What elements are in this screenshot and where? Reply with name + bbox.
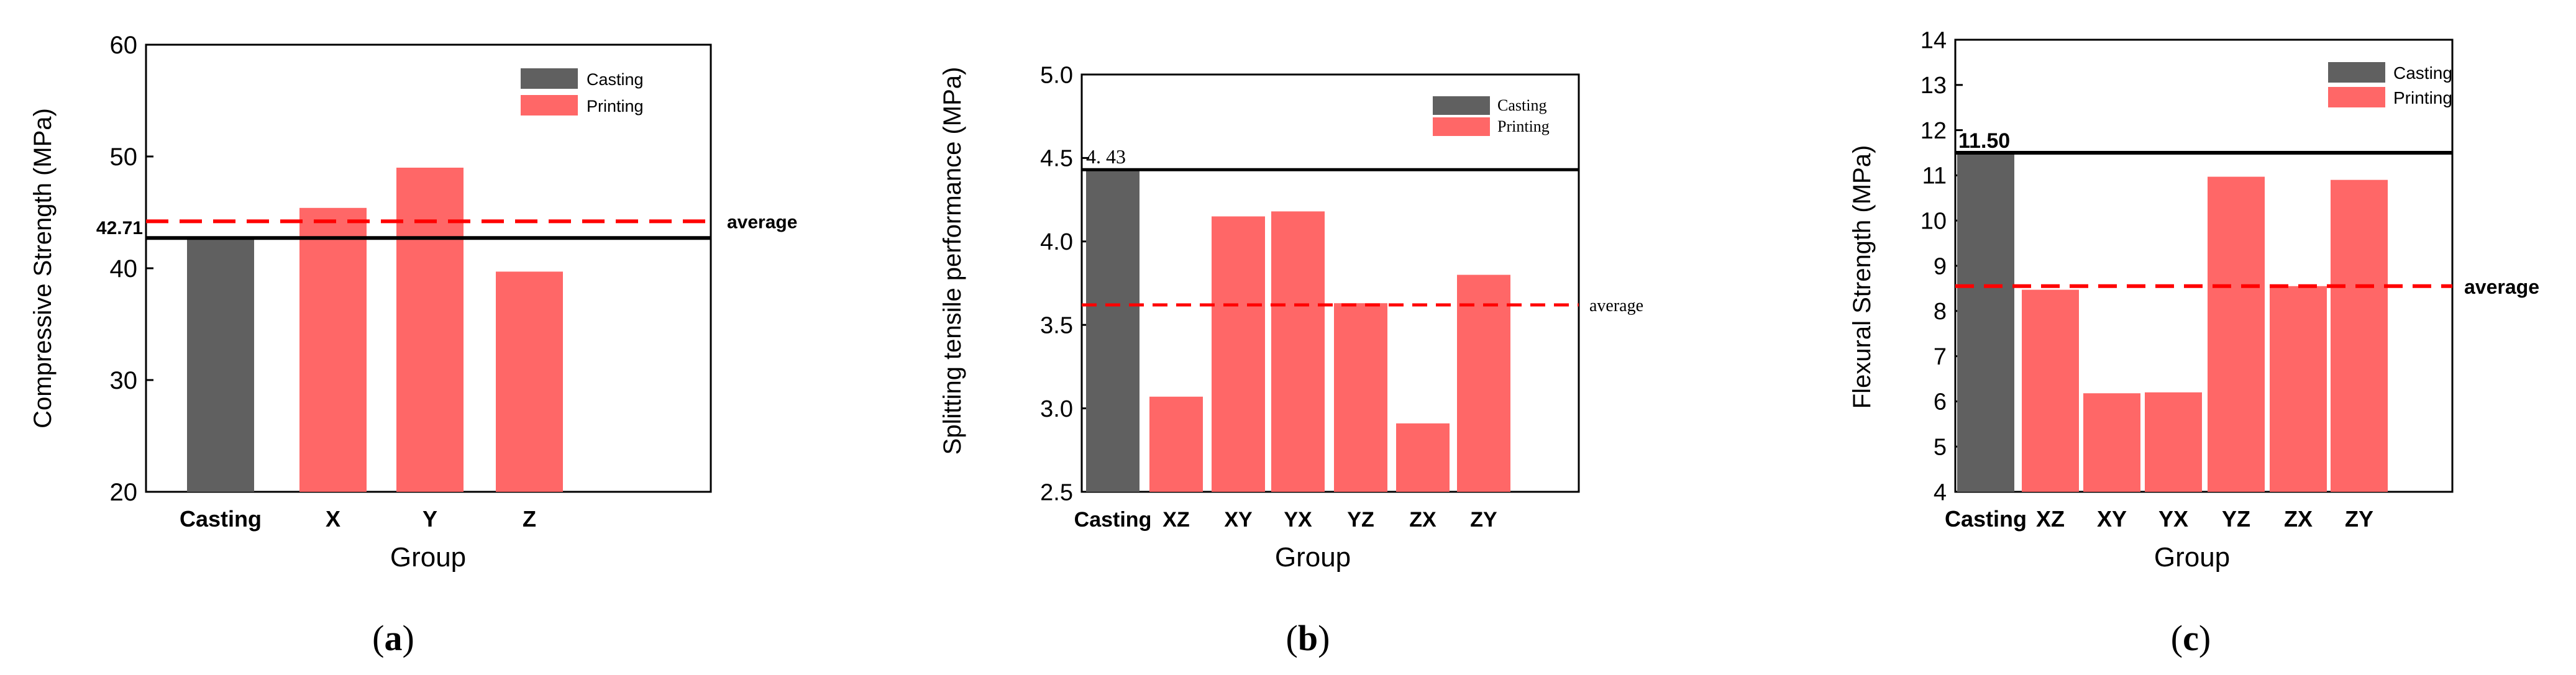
panel-b-bar-xz xyxy=(1149,396,1203,492)
panel-b-legend-swatch-casting xyxy=(1433,96,1490,115)
panel-a-bar-casting xyxy=(187,238,254,492)
panel-b-category-label: Casting xyxy=(1074,508,1152,532)
panel-c-bar-yx xyxy=(2145,392,2202,492)
panel-c-bar-zx xyxy=(2270,286,2327,492)
panel-b-legend-casting: Casting xyxy=(1497,96,1546,114)
panel-a-category-label: Y xyxy=(422,506,437,532)
panel-b-xlabel: Group xyxy=(1275,542,1351,573)
panel-b-reference-label: 4. 43 xyxy=(1086,145,1126,168)
panel-c-legend-printing: Printing xyxy=(2393,88,2452,107)
panel-b-category-label: YX xyxy=(1284,508,1312,532)
panel-c-legend-swatch-printing xyxy=(2328,87,2385,107)
panel-a-bar-x xyxy=(299,207,367,492)
panel-b-category-label: XZ xyxy=(1162,508,1189,532)
panel-a-caption: (a) xyxy=(372,618,414,658)
panel-b-category-label: YZ xyxy=(1347,508,1374,532)
panel-b-ylabel: Splitting tensile performance (MPa) xyxy=(939,67,966,455)
panel-c-category-label: ZY xyxy=(2345,506,2373,532)
panel-c-ytick-label: 8 xyxy=(1934,299,1947,325)
panel-a-xlabel: Group xyxy=(390,542,466,573)
panel-c-legend-casting: Casting xyxy=(2393,63,2452,83)
panel-c-ytick-label: 9 xyxy=(1934,253,1947,279)
panel-a-ytick-label: 30 xyxy=(110,367,138,394)
panel-a-legend-printing: Printing xyxy=(587,97,644,116)
panel-b-legend: Casting Printing xyxy=(1433,96,1550,136)
panel-c-bar-yz xyxy=(2208,176,2265,492)
panel-a-ytick-label: 20 xyxy=(110,479,138,506)
panel-a-bar-y xyxy=(396,168,464,492)
panel-c-ytick-label: 14 xyxy=(1921,27,1947,53)
panel-b-ytick-label: 4.5 xyxy=(1040,146,1073,172)
panel-c-ytick-label: 10 xyxy=(1921,209,1947,235)
panel-c-reference-label: 11.50 xyxy=(1958,129,2010,153)
panel-b-legend-swatch-printing xyxy=(1433,117,1490,136)
panel-c-category-label: XY xyxy=(2097,506,2127,532)
panel-c-bar-xy xyxy=(2083,393,2140,492)
panel-c-ytick-label: 11 xyxy=(1922,163,1947,189)
panel-b-average-label: average xyxy=(1589,296,1643,315)
panel-a-legend-swatch-printing xyxy=(521,95,578,116)
panel-b-category-label: ZY xyxy=(1470,508,1497,532)
panel-a-ylabel: Compressive Strength (MPa) xyxy=(29,108,57,428)
panel-a-category-label: Casting xyxy=(180,506,262,532)
panel-c-ytick-label: 13 xyxy=(1921,73,1947,99)
panel-b-legend-printing: Printing xyxy=(1497,117,1550,135)
panel-c: Flexural Strength (MPa) 4 5 6 7 8 9 10 11 12 13 14… xyxy=(1848,27,2539,658)
panel-a-legend-casting: Casting xyxy=(587,70,644,89)
panel-b-category-label: XY xyxy=(1224,508,1253,532)
panel-c-ytick-label: 4 xyxy=(1934,479,1947,505)
panel-c-ytick-label: 12 xyxy=(1921,118,1947,144)
panel-b-ytick-label: 3.0 xyxy=(1040,396,1073,422)
panel-b-bar-xy xyxy=(1212,216,1265,492)
panel-b-bar-zx xyxy=(1396,423,1450,492)
panel-b-bar-casting xyxy=(1086,170,1140,492)
panel-c-ytick-label: 5 xyxy=(1934,435,1947,461)
panel-c-caption: (c) xyxy=(2171,618,2211,658)
panel-c-category-label: XZ xyxy=(2036,506,2065,532)
panel-b-category-label: ZX xyxy=(1409,508,1436,532)
panel-b-bar-yx xyxy=(1271,211,1325,492)
panel-c-xlabel: Group xyxy=(2154,542,2230,573)
panel-a: Compressive Strength (MPa) 20 30 40 50 60 42… xyxy=(29,32,797,658)
panel-a-category-label: X xyxy=(326,506,340,532)
panel-b-caption: (b) xyxy=(1286,618,1330,658)
panel-b-bar-yz xyxy=(1334,303,1387,492)
panel-a-legend: Casting Printing xyxy=(521,68,644,116)
panel-c-ytick-label: 6 xyxy=(1934,389,1947,415)
panel-a-ytick-label: 50 xyxy=(110,143,138,171)
panel-c-average-label: average xyxy=(2464,276,2539,298)
panel-b-plot-frame xyxy=(1080,73,1580,493)
panel-a-ytick-label: 40 xyxy=(110,255,138,283)
panel-c-category-label: YZ xyxy=(2222,506,2250,532)
panel-a-caption-letter: a xyxy=(385,618,403,658)
panel-b-bar-zy xyxy=(1457,274,1510,492)
panel-a-reference-label: 42.71 xyxy=(96,218,143,238)
panel-c-legend-swatch-casting xyxy=(2328,62,2385,83)
panel-b: Splitting tensile performance (MPa) 2.5 3… xyxy=(939,62,1643,658)
panel-a-legend-swatch-casting xyxy=(521,68,578,89)
panel-b-ytick-label: 5.0 xyxy=(1040,62,1073,88)
panel-c-caption-letter: c xyxy=(2183,618,2199,658)
panel-a-category-label: Z xyxy=(523,506,536,532)
panel-c-bar-casting xyxy=(1957,153,2014,492)
panel-a-average-label: average xyxy=(727,212,797,232)
panel-c-bar-xz xyxy=(2022,289,2079,492)
panel-c-bar-zy xyxy=(2331,179,2388,492)
panel-a-bar-z xyxy=(496,271,563,492)
panel-a-ytick-label: 60 xyxy=(110,32,138,59)
panel-b-ytick-label: 2.5 xyxy=(1040,479,1073,505)
panel-b-caption-letter: b xyxy=(1298,618,1318,658)
panel-c-category-label: Casting xyxy=(1945,506,2027,532)
panel-c-category-label: ZX xyxy=(2284,506,2313,532)
panel-b-ytick-label: 3.5 xyxy=(1040,313,1073,339)
panel-b-ytick-label: 4.0 xyxy=(1040,229,1073,255)
panel-c-ylabel: Flexural Strength (MPa) xyxy=(1848,145,1876,409)
panel-c-ytick-label: 7 xyxy=(1934,344,1947,370)
panel-c-legend: Casting Printing xyxy=(2328,62,2452,107)
panel-c-category-label: YX xyxy=(2158,506,2188,532)
